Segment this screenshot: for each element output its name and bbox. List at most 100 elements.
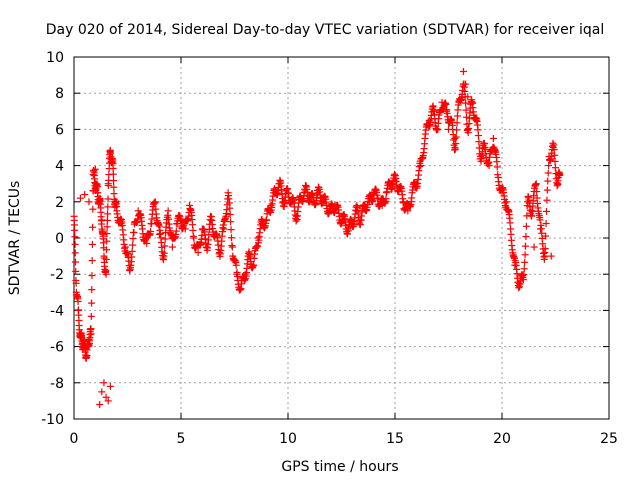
data-point-interp [288,195,296,203]
data-point-interp [189,226,197,234]
data-point-interp [442,100,450,108]
data-point-interp [71,226,79,234]
data-point-interp [452,133,460,141]
x-tick-label: 5 [177,431,186,447]
data-point-interp [507,230,515,238]
data-point-interp [227,218,235,226]
data-points [70,67,564,409]
data-point-interp [485,158,493,166]
chart-title: Day 020 of 2014, Sidereal Day-to-day VTE… [46,22,604,38]
x-axis-label: GPS time / hours [281,459,398,475]
data-point-interp [161,242,169,250]
data-point-interp [528,212,536,220]
data-point-interp [462,106,470,114]
y-axis-label: SDTVAR / TECUs [7,181,23,296]
x-tick-label: 15 [386,431,404,447]
data-point-interp [343,230,351,238]
data-point-interp [429,102,437,110]
data-point-interp [161,235,169,243]
data-point-interp [147,228,155,236]
x-tick-label: 0 [70,431,79,447]
data-point-interp [226,210,234,218]
data-point-interp [552,164,559,172]
data-point-interp [226,204,234,212]
data-point [451,134,459,142]
data-point-interp [71,240,79,248]
data-point-interp [556,171,564,179]
data-point-interp [102,255,110,263]
ticks: -10 -8 -6 -4 -2 0 2 4 6 8 10 0 5 10 15 20 25 [41,50,618,447]
data-point [104,397,112,405]
data-point-interp [88,257,96,265]
y-tick-label: -8 [50,376,64,392]
data-point-interp [103,230,111,238]
data-point-interp [103,246,111,254]
data-point-interp [232,261,240,269]
data-point-interp [391,170,399,178]
x-tick-label: 10 [279,431,297,447]
y-tick-label: 10 [46,50,64,66]
data-point-interp [88,272,96,280]
data-point-interp [87,312,95,320]
data-point-interp [110,183,118,191]
data-point-interp [450,146,458,154]
data-point-interp [74,297,82,305]
data-point-interp [228,234,236,242]
x-tick-label: 25 [600,431,618,447]
data-point-interp [228,242,236,250]
data-point [102,393,110,401]
data-point-interp [462,99,470,107]
data-point-interp [71,249,79,257]
data-point [100,379,108,387]
data-point-interp [164,211,172,219]
y-tick-label: -2 [50,267,64,283]
plot-frame [73,56,610,420]
grid [74,57,609,419]
data-point-interp [109,170,117,178]
data-point-interp [241,276,249,284]
data-point-interp [553,182,561,190]
data-point-interp [549,139,557,147]
data-point-interp [219,221,227,229]
data-point-interp [104,203,112,211]
data-point-interp [453,126,461,134]
data-point [168,243,176,251]
data-point-interp [104,195,112,203]
data-point-interp [138,221,146,229]
data-point-interp [522,242,530,250]
data-point-interp [88,286,96,294]
data-point [96,401,104,409]
data-point-interp [536,216,544,224]
data-point-interp [335,209,343,217]
data-point-interp [453,119,461,127]
data-point-interp [155,222,163,230]
y-tick-label: 2 [55,195,64,211]
data-point-interp [89,223,97,231]
data-point-interp [522,233,530,241]
data-point-interp [129,235,137,243]
data-point-interp [551,151,559,159]
data-point-interp [533,188,541,196]
x-tick-label: 20 [493,431,511,447]
data-point-interp [540,255,548,263]
data-point-interp [382,195,390,203]
data-point-interp [110,177,118,185]
data-point-interp [543,196,551,204]
data-point-interp [151,199,159,207]
data-point-interp [322,198,330,206]
data-point-interp [71,258,79,266]
data-point-interp [236,285,244,293]
data-point-interp [545,162,553,170]
data-point-interp [113,203,121,211]
data-point-interp [515,284,523,292]
data-point-interp [160,249,168,257]
data-point-interp [543,207,551,215]
data-point [76,194,84,202]
data-point-interp [134,215,142,223]
data-point-interp [433,125,441,133]
data-point-interp [159,256,167,264]
data-point-interp [88,299,96,307]
data-point-interp [532,181,540,189]
data-point-interp [475,138,483,146]
